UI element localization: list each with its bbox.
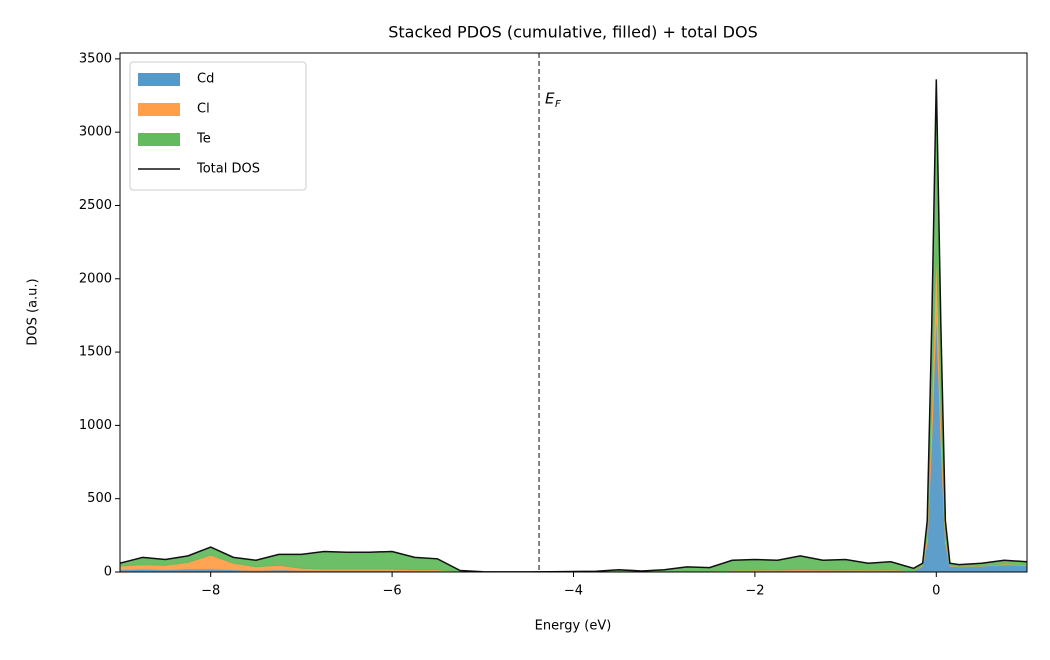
y-tick-label: 1000 xyxy=(79,418,112,433)
y-axis-label: DOS (a.u.) xyxy=(26,278,41,345)
area xyxy=(120,249,1027,572)
fermi-label: E xyxy=(545,90,555,108)
x-tick-label: −4 xyxy=(564,584,583,599)
legend-box xyxy=(129,61,307,191)
y-tick-label: 3000 xyxy=(79,125,112,140)
legend-label: Cd xyxy=(197,72,214,87)
legend-swatch xyxy=(138,73,180,86)
fermi-label-sub: F xyxy=(555,99,561,110)
y-tick-label: 3500 xyxy=(79,51,112,66)
legend-swatch xyxy=(138,103,180,116)
legend-label: Total DOS xyxy=(196,162,260,177)
y-tick-label: 0 xyxy=(104,565,112,580)
legend-swatch xyxy=(138,133,180,146)
x-tick-label: 0 xyxy=(932,584,940,599)
y-tick-label: 2500 xyxy=(79,198,112,213)
x-tick-label: −2 xyxy=(745,584,764,599)
chart-title: Stacked PDOS (cumulative, filled) + tota… xyxy=(388,23,758,42)
x-tick-label: −8 xyxy=(201,584,220,599)
y-tick-label: 1500 xyxy=(79,345,112,360)
y-tick-label: 500 xyxy=(87,491,112,506)
legend-label: Cl xyxy=(197,102,210,117)
area xyxy=(120,311,1027,572)
x-axis-label: Energy (eV) xyxy=(535,619,612,634)
x-tick-label: −6 xyxy=(383,584,402,599)
total-line xyxy=(120,79,1027,572)
legend: Cd Cl Te Total DOS xyxy=(129,61,307,191)
legend-label: Te xyxy=(196,132,211,147)
y-tick-label: 2000 xyxy=(79,271,112,286)
